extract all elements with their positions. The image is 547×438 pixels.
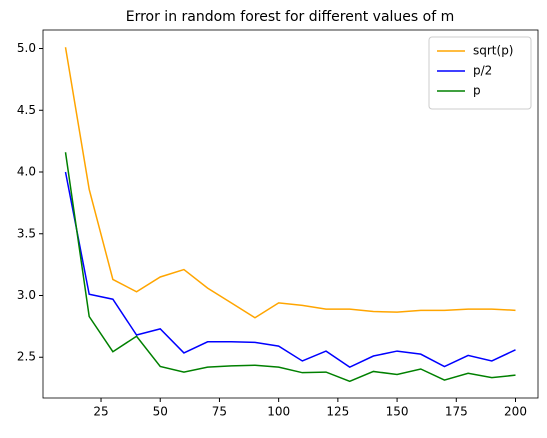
legend-label: sqrt(p) <box>473 44 514 58</box>
line <box>64 171 516 368</box>
x-tick-label: 125 <box>326 405 349 419</box>
plot-frame <box>42 29 539 399</box>
x-tick-label: 75 <box>212 405 227 419</box>
y-tick-label: 5.0 <box>17 41 36 55</box>
line <box>64 152 516 383</box>
x-tick-label: 25 <box>93 405 108 419</box>
x-tick-label: 200 <box>504 405 527 419</box>
x-tick-label: 100 <box>267 405 290 419</box>
chart-title: Error in random forest for different val… <box>126 9 455 25</box>
x-tick-label: 175 <box>445 405 468 419</box>
legend-label: p/2 <box>473 64 492 78</box>
x-tick-label: 50 <box>153 405 168 419</box>
y-tick-label: 3.5 <box>17 226 36 240</box>
x-tick-label: 150 <box>386 405 409 419</box>
y-tick-label: 4.5 <box>17 103 36 117</box>
y-tick-label: 3.0 <box>17 288 36 302</box>
y-tick-label: 2.5 <box>17 350 36 364</box>
legend-label: p <box>473 84 481 98</box>
y-tick-label: 4.0 <box>17 165 36 179</box>
line <box>64 47 516 319</box>
